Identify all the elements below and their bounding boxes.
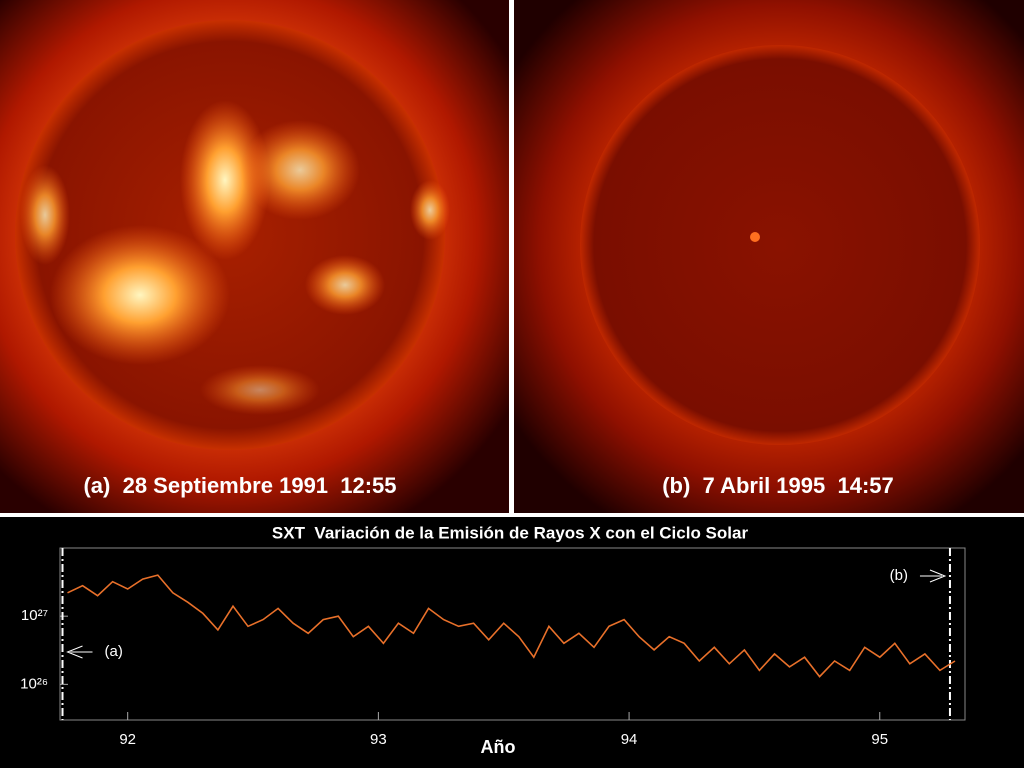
marker-arrow: [66, 645, 93, 659]
panel-b-image: [514, 0, 1024, 513]
panel-a-image: [0, 0, 509, 513]
y-tick-label: 10²⁶: [20, 675, 48, 692]
marker-label: (b): [890, 567, 908, 584]
plot-frame: [59, 547, 966, 721]
x-tick-label: 95: [871, 731, 888, 748]
marker-label: (a): [105, 643, 123, 660]
marker-arrow: [919, 569, 947, 583]
divider: [509, 0, 514, 513]
panel-caption: (a) 28 Septiembre 1991 12:55: [83, 473, 396, 498]
chart-title: SXT Variación de la Emisión de Rayos X c…: [272, 523, 749, 542]
divider: [0, 513, 1024, 517]
x-tick-label: 94: [621, 731, 638, 748]
panel-caption: (b) 7 Abril 1995 14:57: [662, 473, 894, 498]
y-tick-label: 10²⁷: [21, 607, 48, 624]
x-axis-label: Año: [481, 737, 516, 757]
x-tick-label: 92: [119, 731, 136, 748]
data-line: [67, 574, 956, 678]
x-tick-label: 93: [370, 731, 387, 748]
